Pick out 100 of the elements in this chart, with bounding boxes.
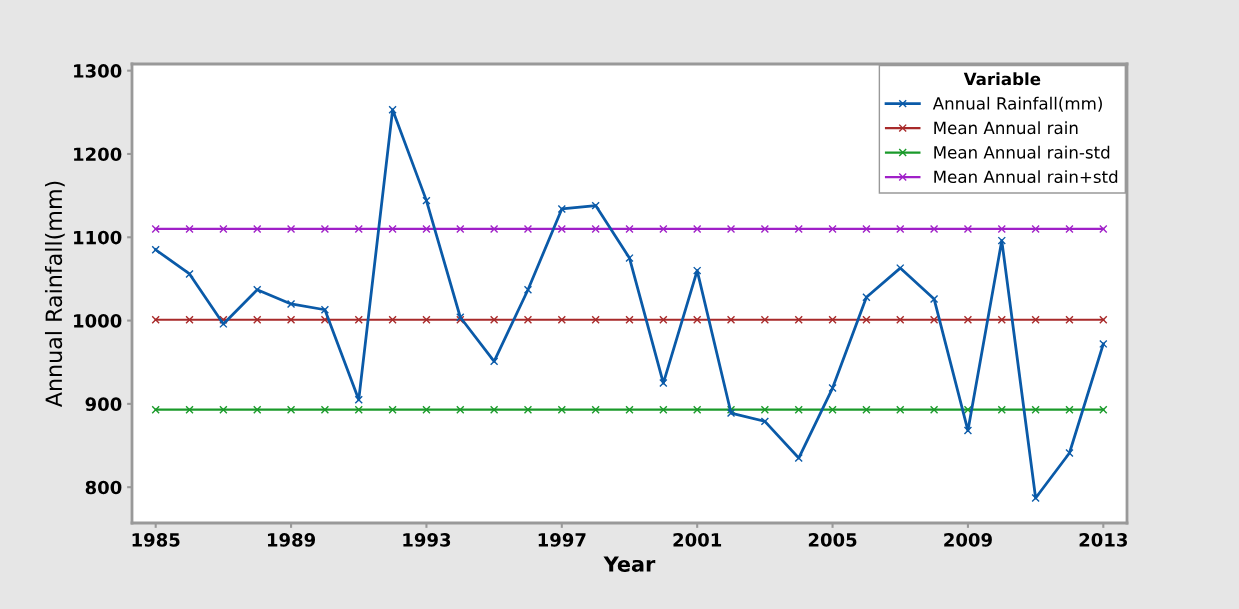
point: [185, 315, 194, 324]
point: [760, 405, 770, 414]
point: [151, 245, 160, 254]
point: [1099, 224, 1108, 234]
point: [151, 405, 160, 414]
y-tick-label: 800: [85, 480, 122, 495]
point: [388, 315, 397, 324]
legend-label: Mean Annual rain+std: [934, 170, 1118, 184]
point: [896, 405, 905, 414]
point: [625, 405, 634, 414]
point: [422, 224, 431, 234]
point: [659, 378, 668, 388]
point: [862, 405, 871, 414]
point: [794, 405, 803, 414]
point: [151, 315, 160, 324]
point: [963, 426, 973, 435]
point: [489, 405, 499, 414]
point: [253, 285, 262, 294]
point: [320, 224, 330, 234]
y-tick-label: 1000: [74, 314, 122, 328]
point: [659, 315, 668, 324]
y-tick-label: 900: [85, 397, 122, 411]
x-tick-label: 2005: [808, 533, 857, 547]
point: [963, 224, 973, 234]
x-tick-label: 1989: [267, 533, 316, 547]
legend-label: Mean Annual rain: [934, 121, 1078, 135]
point: [591, 315, 600, 324]
point: [659, 405, 668, 414]
point: [693, 266, 702, 275]
point: [794, 224, 803, 234]
point: [151, 224, 160, 234]
point: [794, 453, 803, 463]
point: [997, 315, 1006, 324]
point: [557, 224, 566, 234]
point: [862, 224, 871, 234]
point: [997, 224, 1006, 234]
point: [253, 224, 262, 234]
y-tick-label: 1100: [74, 230, 122, 245]
point: [1065, 405, 1074, 414]
point: [320, 315, 330, 324]
point: [219, 315, 228, 324]
x-axis-title: Year: [603, 556, 656, 572]
point: [1099, 339, 1108, 349]
point: [929, 224, 939, 234]
point: [929, 294, 939, 304]
point: [219, 319, 228, 329]
point: [286, 224, 296, 234]
point: [693, 224, 702, 234]
legend-label: Annual Rainfall(mm): [932, 96, 1102, 112]
point: [726, 408, 736, 418]
point: [1031, 493, 1040, 503]
x-tick-label: 1985: [132, 533, 180, 547]
point: [286, 299, 296, 309]
point: [320, 305, 330, 314]
point: [1031, 405, 1040, 414]
point: [828, 405, 837, 414]
point: [253, 315, 262, 324]
x-tick-label: 1997: [538, 533, 586, 547]
point: [286, 405, 296, 414]
point: [1065, 448, 1074, 458]
point: [760, 315, 770, 324]
point: [591, 405, 600, 414]
point: [1099, 405, 1108, 414]
point: [185, 405, 194, 414]
point: [185, 269, 194, 279]
point: [828, 315, 837, 324]
point: [320, 405, 330, 414]
point: [997, 405, 1006, 414]
point: [388, 405, 397, 414]
point: [557, 204, 566, 214]
point: [354, 224, 363, 234]
point: [760, 417, 770, 426]
point: [422, 315, 431, 324]
point: [896, 224, 905, 234]
point: [997, 236, 1006, 245]
point: [388, 224, 397, 234]
point: [828, 383, 837, 393]
point: [591, 224, 600, 234]
point: [591, 201, 600, 210]
point: [185, 224, 194, 234]
point: [726, 224, 736, 234]
point: [388, 105, 397, 114]
point: [625, 315, 634, 324]
point: [896, 315, 905, 324]
y-axis-title: Annual Rainfall(mm): [44, 181, 65, 408]
point: [1031, 315, 1040, 324]
point: [456, 405, 465, 414]
point: [219, 224, 228, 234]
legend-label: Mean Annual rain-std: [934, 145, 1110, 159]
point: [557, 405, 566, 414]
x-tick-label: 2009: [944, 533, 992, 547]
point: [963, 315, 973, 324]
x-tick-label: 2013: [1079, 533, 1127, 547]
point: [828, 224, 837, 234]
point: [693, 315, 702, 324]
point: [1065, 315, 1074, 324]
point: [354, 315, 363, 324]
point: [489, 315, 499, 324]
point: [862, 315, 871, 324]
point: [253, 405, 262, 414]
